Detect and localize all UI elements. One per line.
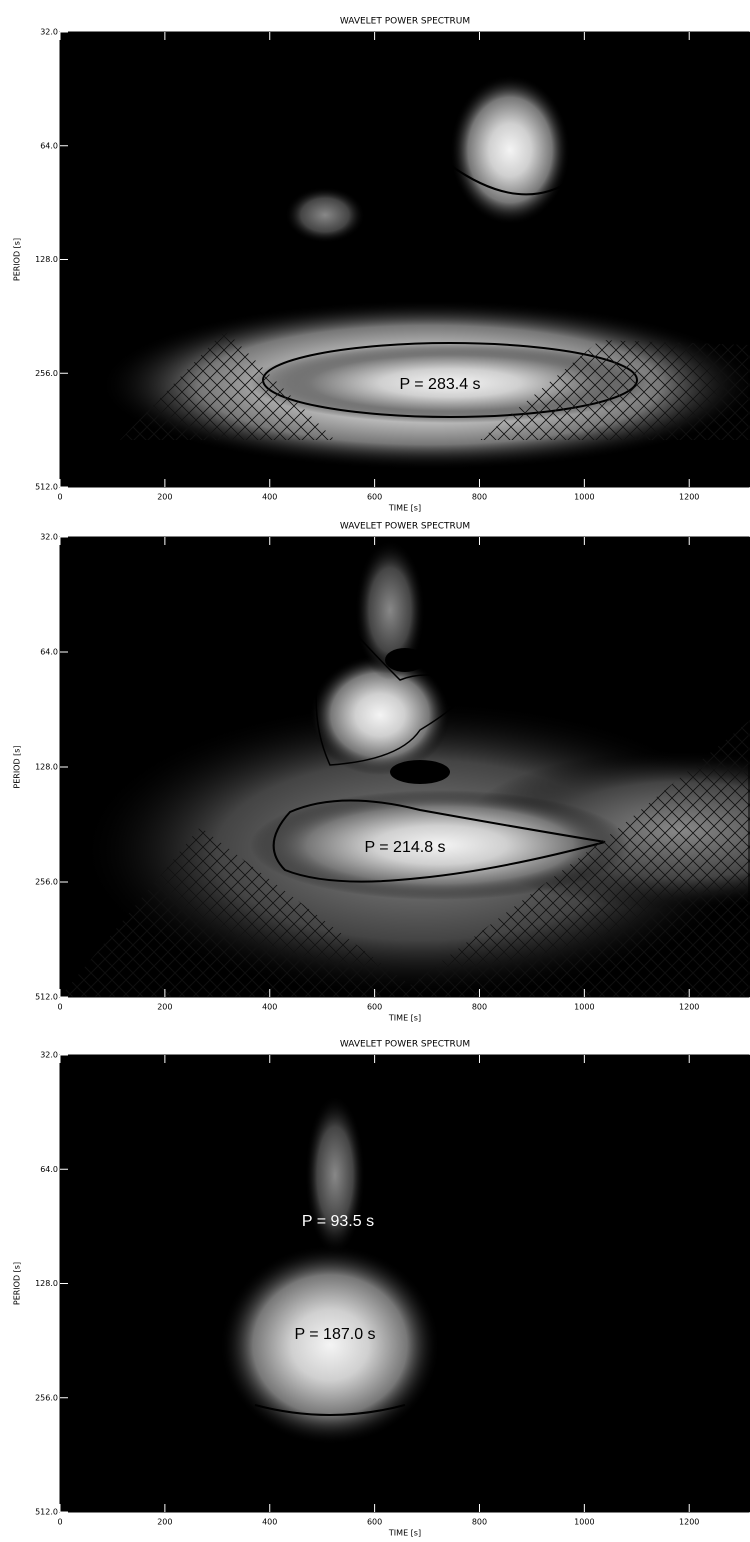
x-tick-label: 400: [262, 493, 277, 502]
x-tick-label: 600: [367, 493, 382, 502]
y-axis-label: PERIOD [s]: [13, 238, 22, 281]
x-tick-label: 600: [367, 1003, 382, 1012]
y-tick-label: 32.0: [40, 28, 58, 37]
x-tick-label: 800: [472, 1518, 487, 1527]
annotation: P = 214.8 s: [364, 839, 445, 856]
chart-title: WAVELET POWER SPECTRUM: [340, 522, 470, 532]
y-tick-label: 256.0: [35, 878, 58, 887]
y-tick-label: 128.0: [35, 255, 58, 264]
y-tick-label: 256.0: [35, 369, 58, 378]
x-tick-label: 200: [157, 1518, 172, 1527]
annotation: P = 283.4 s: [399, 376, 480, 393]
x-tick-label: 400: [262, 1518, 277, 1527]
y-axis-label: PERIOD [s]: [13, 745, 22, 788]
spectrum-image: [60, 537, 750, 997]
spectrum-image: [60, 1055, 750, 1512]
x-tick-label: 1000: [574, 1518, 594, 1527]
chart-title: WAVELET POWER SPECTRUM: [340, 1040, 470, 1050]
x-tick-label: 200: [157, 493, 172, 502]
x-tick-label: 0: [57, 1518, 62, 1527]
y-tick-label: 512.0: [35, 483, 58, 492]
x-tick-label: 1000: [574, 493, 594, 502]
x-tick-label: 0: [57, 493, 62, 502]
x-axis-label: TIME [s]: [388, 504, 421, 513]
y-tick-label: 512.0: [35, 993, 58, 1002]
chart-title: WAVELET POWER SPECTRUM: [340, 17, 470, 27]
y-tick-label: 64.0: [40, 141, 58, 150]
annotation: P = 93.5 s: [302, 1213, 374, 1230]
y-tick-label: 32.0: [40, 1051, 58, 1060]
x-tick-label: 800: [472, 493, 487, 502]
x-axis-label: TIME [s]: [388, 1529, 421, 1538]
y-tick-label: 32.0: [40, 533, 58, 542]
x-tick-label: 800: [472, 1003, 487, 1012]
x-tick-label: 1000: [574, 1003, 594, 1012]
annotation: P = 187.0 s: [294, 1326, 375, 1343]
x-tick-label: 0: [57, 1003, 62, 1012]
x-tick-label: 400: [262, 1003, 277, 1012]
y-axis-label: PERIOD [s]: [13, 1262, 22, 1305]
y-tick-label: 128.0: [35, 1279, 58, 1288]
spectrum-image: [60, 32, 750, 487]
x-tick-label: 1200: [679, 1003, 699, 1012]
y-tick-label: 128.0: [35, 763, 58, 772]
x-tick-label: 1200: [679, 493, 699, 502]
x-tick-label: 1200: [679, 1518, 699, 1527]
y-tick-label: 256.0: [35, 1393, 58, 1402]
x-tick-label: 600: [367, 1518, 382, 1527]
x-tick-label: 200: [157, 1003, 172, 1012]
y-tick-label: 512.0: [35, 1508, 58, 1517]
x-axis-label: TIME [s]: [388, 1014, 421, 1023]
y-tick-label: 64.0: [40, 1165, 58, 1174]
y-tick-label: 64.0: [40, 648, 58, 657]
